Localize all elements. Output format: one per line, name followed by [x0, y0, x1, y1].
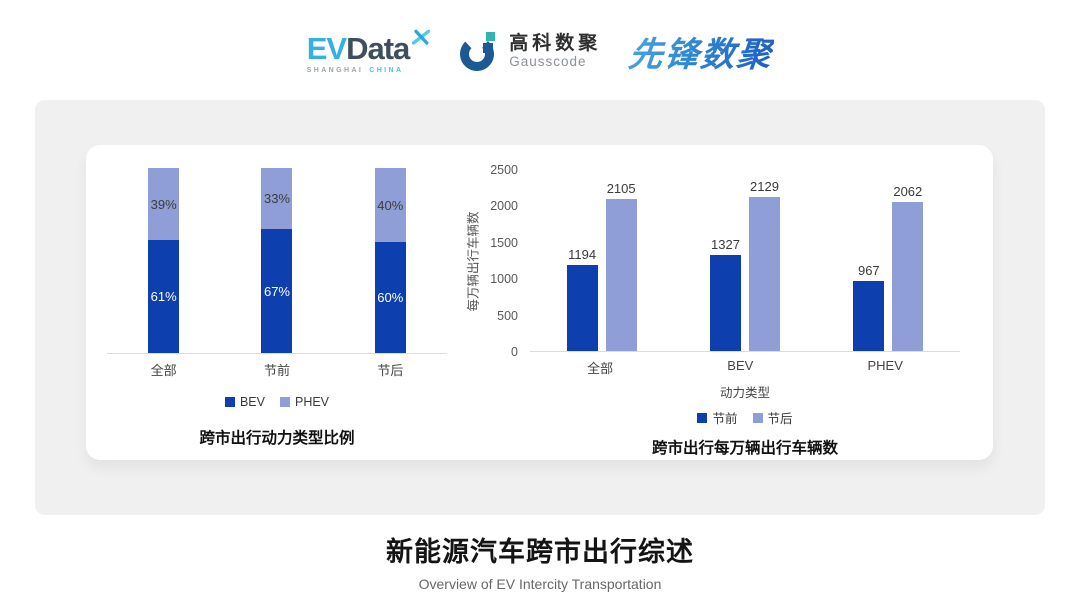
- pioneer-logo-text: 先锋数聚: [627, 27, 776, 76]
- category-label: PHEV: [867, 358, 903, 373]
- category-label: 全部: [150, 363, 177, 378]
- bar-segment: 33%: [261, 168, 293, 230]
- grouped-bar: 1327: [709, 237, 741, 351]
- bar-value-label: 60%: [377, 290, 404, 305]
- legend-item: BEV: [224, 395, 265, 409]
- y-tick-label: 2000: [490, 199, 518, 214]
- grouped-bar: 1194: [566, 247, 598, 351]
- footer: 新能源汽车跨市出行综述 Overview of EV Intercity Tra…: [0, 530, 1080, 592]
- category-label: 全部: [587, 361, 614, 376]
- logo-header: EV Data SHANGHAI CHINA 高科数聚: [0, 18, 1080, 84]
- legend-label: PHEV: [294, 395, 330, 409]
- bar-value-label: 2062: [893, 183, 923, 199]
- evdata-wordmark: EV Data: [307, 28, 432, 64]
- left-chart-plot: 39% 61% 33% 67% 40% 60%: [107, 168, 447, 354]
- gausscode-en-text: Gausscode: [509, 54, 587, 70]
- evdata-shanghai-text: SHANGHAI: [306, 67, 364, 74]
- stacked-bar: 39% 61%: [148, 168, 180, 353]
- evdata-data-text: Data: [346, 31, 410, 66]
- bar-group: 1327 2129: [709, 170, 780, 351]
- gausscode-blue-square: [483, 43, 494, 53]
- bar-group: 967 2062: [853, 170, 924, 351]
- grouped-bar: 967: [853, 263, 885, 351]
- y-tick-label: 0: [511, 345, 518, 359]
- y-tick-label: 1500: [490, 235, 518, 250]
- left-chart: 39% 61% 33% 67% 40% 60% 全部 节前 节后 BEV PHEV 跨市出行动力…: [107, 168, 447, 448]
- gausscode-text: 高科数聚 Gausscode: [509, 33, 601, 70]
- legend-item: 节前: [697, 408, 738, 427]
- legend-swatch: [697, 412, 708, 423]
- right-chart-xlabel: 动力类型: [719, 386, 770, 400]
- page-subtitle: Overview of EV Intercity Transportation: [418, 576, 662, 592]
- evdata-tagline: SHANGHAI CHINA: [307, 67, 432, 74]
- legend-swatch: [279, 397, 290, 407]
- grouped-bar: 2062: [892, 184, 924, 351]
- bar-segment: 39%: [148, 168, 180, 241]
- bar-value-label: 33%: [263, 191, 290, 207]
- bar-value-label: 61%: [150, 289, 177, 305]
- right-chart-plot: 1194 2105 1327 2129 967 2062: [530, 170, 960, 352]
- right-chart-legend: 节前 节后: [530, 408, 960, 427]
- bar-segment: 67%: [261, 229, 293, 353]
- category-label: 节后: [377, 363, 404, 378]
- evdata-ev-text: EV: [306, 31, 347, 66]
- y-tick-label: 1000: [490, 272, 518, 287]
- grouped-bar: 2105: [605, 181, 637, 351]
- category-label: BEV: [727, 358, 754, 373]
- bar-value-label: 1194: [568, 246, 597, 262]
- evdata-logo: EV Data SHANGHAI CHINA: [307, 28, 432, 74]
- page-title: 新能源汽车跨市出行综述: [386, 537, 694, 567]
- right-chart-title: 跨市出行每万辆出行车辆数: [651, 440, 838, 457]
- pioneer-logo: 先锋数聚: [627, 27, 776, 76]
- bar-segment: 61%: [148, 240, 180, 353]
- y-tick-label: 500: [497, 308, 518, 323]
- legend-label: 节前: [712, 412, 738, 426]
- right-chart-categories: 全部 BEV PHEV: [530, 358, 960, 377]
- legend-swatch: [752, 412, 763, 423]
- bar-segment: 40%: [374, 168, 406, 242]
- legend-swatch: [224, 397, 235, 407]
- bar-segment: 60%: [374, 242, 406, 353]
- evdata-china-text: CHINA: [369, 67, 404, 74]
- bar-value-label: 39%: [150, 196, 177, 212]
- right-chart-plot-wrap: 每万辆出行车辆数 0 500 1000 1500 2000 2500 1194 2105 13…: [467, 163, 960, 359]
- gausscode-teal-square: [486, 32, 496, 41]
- left-chart-legend: BEV PHEV: [107, 395, 447, 409]
- bar-group: 1194 2105: [566, 170, 637, 351]
- bar-value-label: 1327: [711, 236, 740, 252]
- stacked-bar: 40% 60%: [374, 168, 406, 353]
- right-chart-yticks: 0 500 1000 1500 2000 2500: [482, 163, 518, 359]
- left-chart-categories: 全部 节前 节后: [107, 360, 447, 379]
- right-chart-ylabel: 每万辆出行车辆数: [464, 170, 481, 352]
- gausscode-mark-icon: [460, 32, 496, 71]
- category-label: 节前: [263, 363, 290, 378]
- right-chart: 每万辆出行车辆数 0 500 1000 1500 2000 2500 1194 2105 13…: [467, 163, 960, 458]
- gausscode-cn-text: 高科数聚: [509, 32, 602, 54]
- y-tick-label: 2500: [490, 163, 518, 177]
- left-chart-title: 跨市出行动力类型比例: [199, 430, 355, 447]
- grouped-bar: 2129: [748, 179, 780, 351]
- chart-panel: 39% 61% 33% 67% 40% 60% 全部 节前 节后 BEV PHEV 跨市出行动力…: [86, 145, 993, 460]
- sparkle-icon: [412, 29, 431, 45]
- right-chart-ylabel-text: 每万辆出行车辆数: [466, 210, 481, 312]
- legend-item: 节后: [752, 408, 793, 427]
- bar-value-label: 2129: [750, 178, 779, 194]
- legend-item: PHEV: [279, 395, 330, 409]
- bar-value-label: 967: [857, 263, 880, 278]
- gausscode-logo: 高科数聚 Gausscode: [459, 31, 601, 71]
- bar-value-label: 40%: [377, 197, 404, 213]
- chart-card: 39% 61% 33% 67% 40% 60% 全部 节前 节后 BEV PHEV 跨市出行动力…: [35, 100, 1045, 515]
- bar-value-label: 67%: [263, 283, 290, 299]
- stacked-bar: 33% 67%: [261, 168, 293, 353]
- bar-value-label: 2105: [606, 180, 636, 196]
- legend-label: 节后: [767, 412, 793, 426]
- legend-label: BEV: [239, 395, 265, 409]
